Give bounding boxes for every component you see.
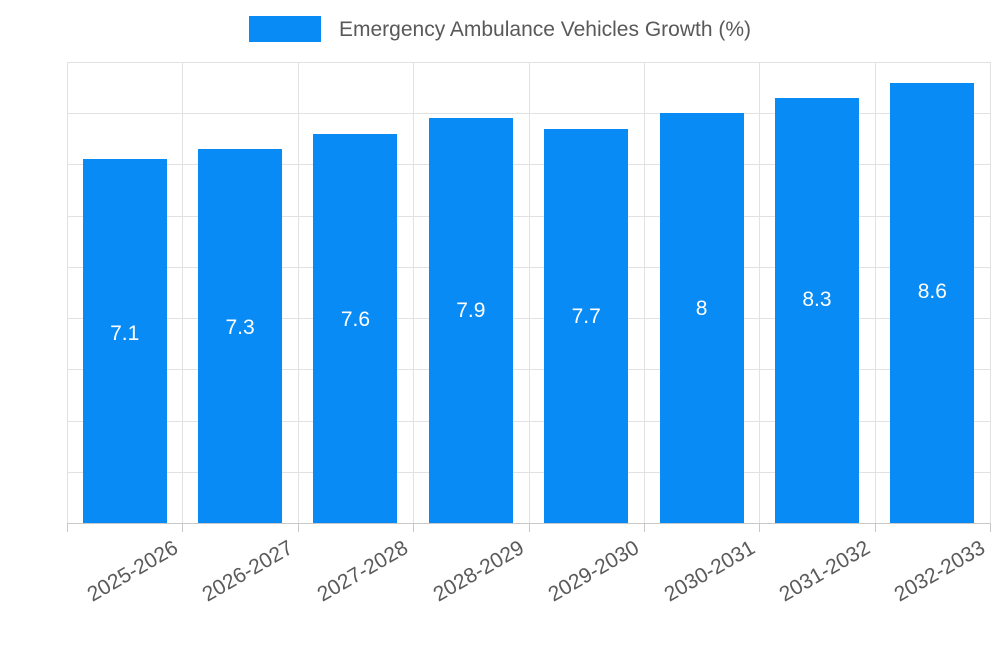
gridline [67, 164, 990, 166]
category-gridline [298, 62, 299, 523]
x-axis-tickmark [298, 523, 299, 532]
bar-group[interactable]: 7.1 [82, 62, 167, 523]
x-axis-tickmark [875, 523, 876, 532]
gridline [67, 420, 990, 422]
gridline [67, 266, 990, 268]
gridline [67, 318, 990, 320]
bar[interactable] [659, 113, 744, 523]
gridline [67, 523, 990, 524]
x-axis-category-labels: 2025-2026 2026-2027 2027-2028 2028-2029 2029… [67, 523, 990, 606]
bar-group[interactable]: 8.3 [774, 62, 859, 523]
x-axis-tickmark [644, 523, 645, 532]
category-gridline [529, 62, 530, 523]
category-gridline [67, 62, 68, 523]
bar-value-label: 8 [695, 296, 708, 320]
x-axis-tickmark [759, 523, 760, 532]
bar[interactable] [198, 149, 283, 523]
bar[interactable] [313, 133, 398, 523]
category-gridline [875, 62, 876, 523]
bar-value-label: 7.3 [225, 316, 255, 340]
category-gridline [990, 62, 991, 523]
bar[interactable] [428, 118, 513, 523]
bar[interactable] [82, 159, 167, 523]
bar-value-label: 8.3 [802, 288, 832, 312]
x-axis-tickmark [990, 523, 991, 532]
legend-color-swatch-icon [248, 16, 321, 42]
bar[interactable] [774, 97, 859, 523]
bar[interactable] [890, 82, 975, 523]
category-gridline [413, 62, 414, 523]
bar-value-label: 8.6 [917, 279, 947, 303]
legend-item-emergency-ambulance-vehicles-growth[interactable]: Emergency Ambulance Vehicles Growth (%) [248, 16, 751, 42]
bar-value-label: 7.9 [456, 299, 486, 323]
legend-item-label: Emergency Ambulance Vehicles Growth (%) [338, 17, 751, 41]
gridline [67, 215, 990, 217]
bar-series: 7.1 7.3 7.6 7.9 7.7 8 8.3 8.6 [67, 62, 990, 523]
bar-chart: Emergency Ambulance Vehicles Growth (%) … [0, 0, 1000, 607]
gridline [67, 471, 990, 473]
category-gridline [182, 62, 183, 523]
bar-group[interactable]: 7.6 [313, 62, 398, 523]
x-axis-tickmark [413, 523, 414, 532]
bar-group[interactable]: 7.9 [428, 62, 513, 523]
bar-group[interactable]: 8 [659, 62, 744, 523]
gridline [67, 113, 990, 115]
bar-value-label: 7.6 [340, 307, 371, 331]
gridline [67, 369, 990, 371]
x-axis-tickmark [67, 523, 68, 532]
bar-value-label: 7.1 [110, 321, 140, 345]
plot-area: 0123456789 7.17.37.67.97.788.38.6 [67, 62, 991, 532]
bar-group[interactable]: 7.7 [544, 62, 629, 523]
gridline [67, 62, 990, 63]
x-axis-tickmark [182, 523, 183, 532]
bar-value-label: 7.7 [571, 305, 601, 329]
bar-group[interactable]: 7.3 [198, 62, 283, 523]
chart-legend: Emergency Ambulance Vehicles Growth (%) [0, 0, 1000, 58]
x-axis-tickmark [529, 523, 530, 532]
category-gridline [759, 62, 760, 523]
category-gridline [644, 62, 645, 523]
bar-group[interactable]: 8.6 [890, 62, 975, 523]
bar[interactable] [544, 128, 629, 523]
